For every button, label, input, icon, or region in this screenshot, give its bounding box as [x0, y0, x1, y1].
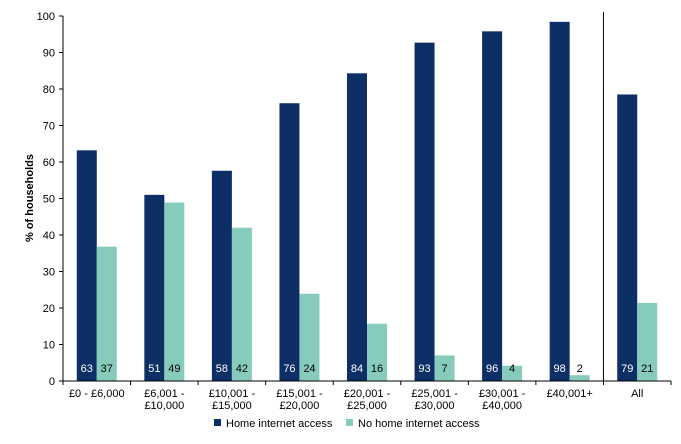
- data-labels: 63 37 51 49 58 42 76 24 84 16 93 7 96 4 98 2 79 21: [81, 363, 654, 375]
- bar-home-access: [414, 42, 435, 382]
- bar-no-home-access: [569, 375, 590, 381]
- legend-label: No home internet access: [358, 418, 480, 430]
- x-tick-label: £20,001 -£25,000: [344, 388, 391, 412]
- x-tick-label: £25,001 -£30,000: [411, 388, 458, 412]
- data-label: 79: [621, 363, 633, 375]
- x-tick-label: £30,001 -£40,000: [479, 388, 526, 412]
- y-axis-label: % of households: [24, 154, 36, 242]
- data-label: 4: [509, 363, 515, 375]
- bar-home-access: [347, 73, 367, 382]
- data-label: 58: [216, 363, 228, 375]
- y-tick-label: 20: [43, 303, 55, 315]
- bar-home-access: [279, 103, 300, 382]
- y-tick-label: 70: [43, 121, 55, 133]
- bar-home-access: [482, 31, 503, 382]
- y-tick-label: 80: [43, 84, 55, 96]
- bar-home-access: [549, 21, 570, 382]
- y-axis: 0 10 20 30 40 50 60 70 80 90 100: [37, 11, 64, 388]
- bar-home-access: [144, 194, 165, 381]
- y-tick-label: 10: [43, 340, 55, 352]
- data-label: 84: [351, 363, 363, 375]
- data-label: 42: [236, 363, 248, 375]
- x-tick-label: All: [631, 388, 643, 400]
- y-tick-label: 40: [43, 230, 55, 242]
- bar-no-home-access: [231, 227, 252, 381]
- bar-home-access: [76, 150, 97, 381]
- y-tick-label: 60: [43, 157, 55, 169]
- y-tick-label: 30: [43, 267, 55, 279]
- data-label: 24: [303, 363, 315, 375]
- legend-label: Home internet access: [226, 418, 333, 430]
- data-label: 98: [554, 363, 566, 375]
- legend-swatch: [346, 419, 353, 426]
- legend-item: No home internet access: [346, 418, 480, 430]
- data-label: 51: [148, 363, 160, 375]
- x-axis: £0 - £6,000 £6,001 -£10,000 £10,001 -£15,0…: [62, 12, 672, 412]
- bar-home-access: [617, 94, 638, 381]
- bar-no-home-access: [367, 323, 387, 381]
- x-tick-label: £0 - £6,000: [69, 388, 125, 400]
- y-tick-label: 0: [49, 376, 55, 388]
- data-label: 93: [418, 363, 430, 375]
- bar-home-access: [211, 170, 232, 381]
- bar-no-home-access: [164, 202, 185, 381]
- x-tick-label: £10,001 -£15,000: [209, 388, 256, 412]
- data-label: 2: [577, 363, 583, 375]
- data-label: 7: [441, 363, 447, 375]
- data-label: 21: [641, 363, 653, 375]
- legend-swatch: [214, 419, 221, 426]
- bar-no-home-access: [502, 365, 523, 381]
- bar-no-home-access: [637, 302, 658, 381]
- y-tick-label: 50: [43, 194, 55, 206]
- x-tick-label: £6,001 -£10,000: [144, 388, 185, 412]
- y-tick-label: 90: [43, 48, 55, 60]
- x-tick-label: £40,001+: [547, 388, 593, 400]
- y-tick-label: 100: [37, 11, 55, 23]
- bar-no-home-access: [434, 355, 455, 381]
- data-label: 96: [486, 363, 498, 375]
- data-label: 63: [81, 363, 93, 375]
- data-label: 37: [101, 363, 113, 375]
- data-label: 49: [168, 363, 180, 375]
- x-tick-label: £15,001 -£20,000: [276, 388, 323, 412]
- legend-item: Home internet access: [214, 418, 333, 430]
- bars: [76, 21, 658, 382]
- legend: Home internet access No home internet acc…: [214, 418, 480, 430]
- bar-no-home-access: [299, 293, 320, 381]
- data-label: 16: [371, 363, 383, 375]
- data-label: 76: [283, 363, 295, 375]
- bar-no-home-access: [96, 246, 117, 381]
